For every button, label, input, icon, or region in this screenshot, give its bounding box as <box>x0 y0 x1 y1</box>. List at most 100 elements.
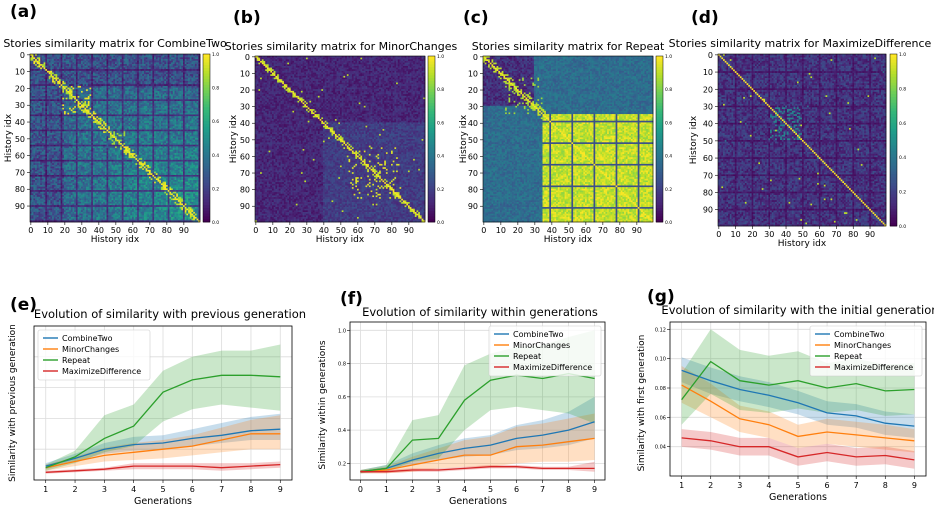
heatmap-cell <box>70 69 73 72</box>
heatmap-cell <box>167 69 170 72</box>
heatmap-cell <box>70 74 73 77</box>
heatmap-cell <box>94 67 97 70</box>
heatmap-cell <box>104 80 107 83</box>
heatmap-cell <box>143 85 146 88</box>
heatmap-cell <box>183 84 186 87</box>
heatmap-cell <box>149 74 152 77</box>
heatmap-cell <box>92 84 95 87</box>
heatmap-cell <box>45 72 48 75</box>
heatmap-cell <box>113 64 116 67</box>
heatmap-cell <box>52 69 55 72</box>
heatmap-cell <box>125 80 128 83</box>
heatmap-cell <box>74 65 77 68</box>
heatmap-cell <box>194 57 197 60</box>
heatmap-cell <box>89 87 92 90</box>
heatmap-cell <box>172 87 175 90</box>
heatmap-cell <box>36 59 39 62</box>
heatmap-cell <box>118 82 121 85</box>
heatmap-cell <box>77 54 80 57</box>
heatmap-cell <box>126 55 129 58</box>
heatmap-cell <box>79 79 82 82</box>
heatmap-cell <box>140 75 143 78</box>
heatmap-cell <box>188 57 191 60</box>
heatmap-cell <box>52 72 55 75</box>
heatmap-cell <box>198 72 201 75</box>
heatmap-cell <box>135 89 138 92</box>
heatmap-cell <box>91 65 94 68</box>
heatmap-cell <box>70 75 73 78</box>
heatmap-cell <box>133 69 136 72</box>
heatmap-cell <box>62 85 65 88</box>
heatmap-cell <box>101 67 104 70</box>
heatmap-cell <box>41 82 44 85</box>
heatmap-cell <box>50 54 53 57</box>
heatmap-cell <box>62 74 65 77</box>
heatmap-cell <box>82 72 85 75</box>
heatmap-cell <box>152 89 155 92</box>
heatmap-cell <box>101 77 104 80</box>
heatmap-cell <box>126 65 129 68</box>
heatmap-cell <box>64 84 67 87</box>
heatmap-cell <box>53 59 56 62</box>
heatmap-cell <box>171 72 174 75</box>
heatmap-cell <box>118 72 121 75</box>
heatmap-cell <box>193 77 196 80</box>
heatmap-cell <box>167 89 170 92</box>
heatmap-cell <box>113 70 116 73</box>
heatmap-cell <box>135 74 138 77</box>
heatmap-cell <box>50 60 53 63</box>
heatmap-cell <box>75 59 78 62</box>
heatmap-cell <box>138 69 141 72</box>
heatmap-cell <box>30 69 33 72</box>
heatmap-cell <box>198 64 201 67</box>
heatmap-cell <box>81 55 84 58</box>
heatmap-cell <box>104 59 107 62</box>
heatmap-cell <box>53 74 56 77</box>
heatmap-cell <box>137 59 140 62</box>
heatmap-cell <box>159 55 162 58</box>
heatmap-cell <box>72 62 75 65</box>
heatmap-cell <box>64 89 67 92</box>
heatmap-cell <box>179 57 182 60</box>
heatmap-cell <box>57 64 60 67</box>
heatmap-cell <box>69 79 72 82</box>
heatmap-cell <box>58 60 61 63</box>
heatmap-cell <box>125 82 128 85</box>
heatmap-cell <box>176 89 179 92</box>
heatmap-cell <box>186 67 189 70</box>
heatmap-cell <box>72 75 75 78</box>
heatmap-cell <box>50 82 53 85</box>
heatmap-cell <box>47 67 50 70</box>
heatmap-cell <box>121 85 124 88</box>
heatmap-cell <box>194 65 197 68</box>
heatmap-cell <box>145 55 148 58</box>
heatmap-cell <box>98 77 101 80</box>
heatmap-cell <box>87 62 90 65</box>
heatmap-cell <box>87 72 90 75</box>
heatmap-cell <box>137 74 140 77</box>
heatmap-cell <box>179 54 182 57</box>
heatmap-cell <box>186 79 189 82</box>
heatmap-cell <box>36 82 39 85</box>
heatmap-cell <box>103 72 106 75</box>
heatmap-cell <box>52 64 55 67</box>
heatmap-cell <box>33 60 36 63</box>
heatmap-cell <box>64 54 67 57</box>
heatmap-cell <box>140 54 143 57</box>
heatmap-cell <box>38 74 41 77</box>
heatmap-cell <box>184 59 187 62</box>
heatmap-cell <box>55 79 58 82</box>
heatmap-cell <box>36 65 39 68</box>
heatmap-cell <box>111 54 114 57</box>
heatmap-cell <box>40 72 43 75</box>
heatmap-cell <box>125 62 128 65</box>
heatmap-cell <box>52 85 55 88</box>
heatmap-cell <box>120 69 123 72</box>
heatmap-cell <box>55 57 58 60</box>
heatmap-cell <box>87 54 90 57</box>
heatmap-cell <box>133 87 136 90</box>
heatmap-cell <box>183 70 186 73</box>
heatmap-cell <box>30 79 33 82</box>
heatmap-cell <box>58 54 61 57</box>
heatmap-cell <box>81 79 84 82</box>
